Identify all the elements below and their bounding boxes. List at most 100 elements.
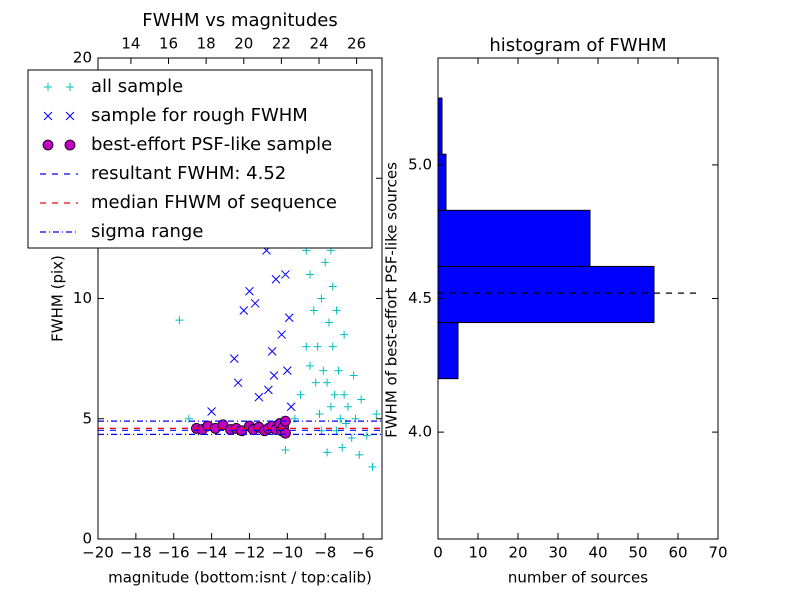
data-point bbox=[343, 402, 352, 411]
data-point bbox=[207, 407, 216, 416]
data-point bbox=[368, 462, 377, 471]
x-tick-label: −8 bbox=[314, 544, 336, 562]
data-point bbox=[355, 450, 364, 459]
x-tick-label: 10 bbox=[468, 544, 487, 562]
data-point bbox=[311, 378, 320, 387]
data-point bbox=[326, 402, 335, 411]
x-tick-label: 30 bbox=[548, 544, 567, 562]
x2-tick-label: 22 bbox=[272, 35, 291, 53]
legend-label: all sample bbox=[91, 76, 183, 97]
x-axis-label: number of sources bbox=[508, 569, 648, 587]
data-point bbox=[315, 409, 324, 418]
x-tick-label: 40 bbox=[588, 544, 607, 562]
y-tick-label: 5.0 bbox=[408, 155, 432, 173]
data-point bbox=[309, 306, 318, 315]
x-tick-label: −20 bbox=[82, 544, 114, 562]
legend-label: sigma range bbox=[91, 221, 203, 242]
data-point bbox=[306, 270, 315, 279]
y-tick-label: 4.0 bbox=[408, 423, 432, 441]
data-point bbox=[245, 286, 254, 296]
chart-title: histogram of FWHM bbox=[489, 35, 666, 56]
data-point bbox=[357, 395, 366, 404]
data-point bbox=[277, 330, 287, 339]
legend-marker bbox=[65, 111, 75, 121]
data-point bbox=[319, 366, 328, 375]
y-tick-label: 10 bbox=[73, 289, 92, 307]
data-point bbox=[340, 390, 349, 399]
data-point bbox=[338, 443, 347, 452]
data-point bbox=[347, 433, 356, 442]
data-point bbox=[340, 330, 349, 339]
x2-tick-label: 20 bbox=[234, 35, 253, 53]
data-point bbox=[281, 446, 290, 455]
chart-title: FWHM vs magnitudes bbox=[142, 10, 337, 31]
y-tick-label: 0 bbox=[82, 530, 92, 548]
data-point bbox=[306, 361, 315, 370]
legend-marker bbox=[43, 111, 53, 121]
data-point bbox=[239, 306, 249, 315]
axes-frame bbox=[437, 57, 719, 540]
x-tick-label: 0 bbox=[433, 544, 443, 562]
legend-label: best-effort PSF-like sample bbox=[91, 134, 332, 155]
data-point bbox=[323, 378, 332, 387]
histogram-bar bbox=[437, 97, 443, 155]
x-axis-label: magnitude (bottom:isnt / top:calib) bbox=[108, 569, 372, 587]
data-point bbox=[317, 294, 326, 303]
x2-tick-label: 14 bbox=[121, 35, 140, 53]
x2-tick-label: 26 bbox=[347, 35, 366, 53]
axes-frame bbox=[97, 57, 383, 540]
data-point bbox=[362, 431, 371, 440]
legend-label: resultant FWHM: 4.52 bbox=[91, 163, 286, 184]
data-point bbox=[229, 354, 239, 363]
x-tick-label: 60 bbox=[668, 544, 687, 562]
y-tick-label: 20 bbox=[73, 49, 92, 67]
legend-label: median FHWM of sequence bbox=[91, 192, 337, 213]
data-point bbox=[284, 313, 294, 323]
y-axis-label: FWHM (pix) bbox=[49, 255, 67, 342]
data-point bbox=[250, 298, 260, 308]
x-tick-label: 20 bbox=[508, 544, 527, 562]
data-point bbox=[324, 318, 333, 327]
x-tick-label: 70 bbox=[708, 544, 727, 562]
data-point bbox=[269, 371, 279, 380]
data-point bbox=[328, 342, 337, 351]
data-point bbox=[321, 258, 330, 267]
data-point bbox=[328, 282, 337, 291]
data-point bbox=[351, 414, 360, 423]
x-tick-label: −18 bbox=[120, 544, 152, 562]
data-point bbox=[372, 409, 381, 418]
y-tick-label: 4.5 bbox=[408, 289, 432, 307]
histogram-bar bbox=[437, 322, 459, 380]
legend-marker bbox=[66, 83, 74, 91]
x-tick-label: −10 bbox=[272, 544, 304, 562]
data-point bbox=[330, 390, 339, 399]
data-point bbox=[254, 392, 264, 402]
x-tick-label: −6 bbox=[352, 544, 374, 562]
data-point bbox=[175, 316, 184, 325]
data-point bbox=[336, 414, 345, 423]
y-tick-label: 5 bbox=[82, 409, 92, 427]
data-point bbox=[282, 366, 292, 376]
data-point bbox=[264, 385, 273, 395]
x-tick-label: −12 bbox=[234, 544, 266, 562]
x-tick-label: −14 bbox=[196, 544, 228, 562]
legend-marker bbox=[44, 83, 52, 91]
data-point bbox=[334, 366, 343, 375]
legend-box bbox=[27, 69, 373, 249]
data-point bbox=[267, 347, 277, 356]
x2-tick-label: 18 bbox=[197, 35, 216, 53]
data-point bbox=[286, 402, 296, 412]
data-point bbox=[281, 270, 290, 279]
data-point bbox=[296, 390, 305, 399]
x2-tick-label: 16 bbox=[159, 35, 178, 53]
data-point bbox=[349, 371, 358, 380]
data-point bbox=[302, 342, 311, 351]
legend-marker bbox=[64, 139, 76, 151]
data-point bbox=[323, 448, 332, 457]
data-point bbox=[184, 414, 193, 423]
x-tick-label: −16 bbox=[158, 544, 190, 562]
histogram-bar bbox=[437, 153, 447, 211]
histogram-bar bbox=[437, 209, 591, 267]
